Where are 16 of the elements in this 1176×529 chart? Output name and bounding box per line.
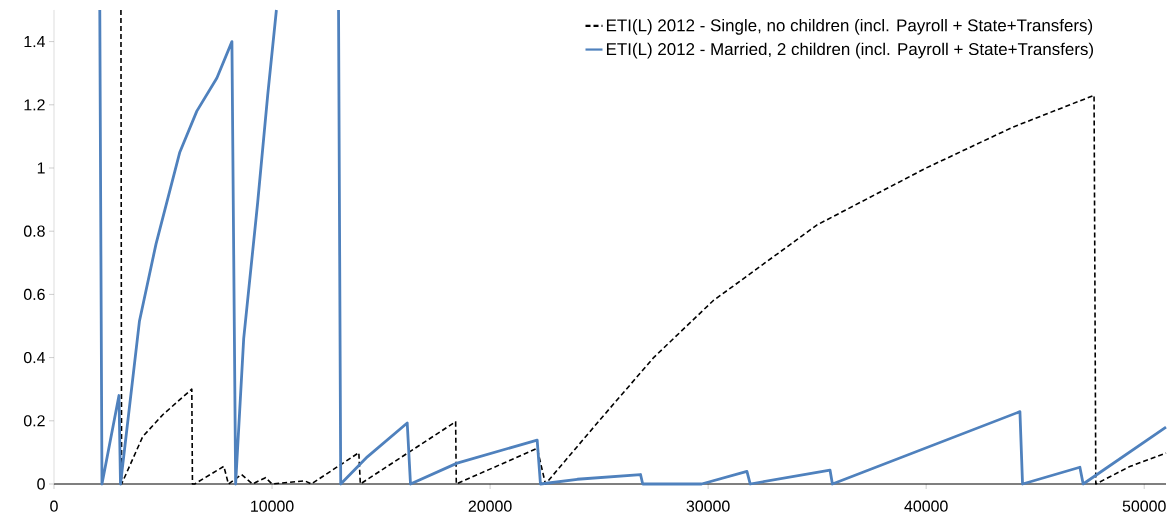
- x-tick-label: 40000: [904, 500, 948, 512]
- x-tick-label: 50000: [1122, 500, 1166, 512]
- x-tick-label: 30000: [686, 500, 730, 512]
- y-tick-label: 0.6: [23, 288, 45, 301]
- y-tick-label: 0.4: [23, 351, 46, 364]
- legend-label: ETI(L) 2012 - Married, 2 children (incl. Payroll + State+Transfers): [606, 42, 1094, 59]
- y-tick-label: 0: [37, 478, 45, 490]
- y-tick-label: 0.8: [23, 225, 45, 237]
- y-tick-label: 0.2: [23, 415, 45, 427]
- legend-label: ETI(L) 2012 - Single, no children (incl. Payroll + State+Transfers): [606, 18, 1093, 35]
- x-tick-label: 0: [50, 500, 58, 512]
- y-tick-label: 1: [37, 162, 45, 174]
- x-tick-label: 10000: [251, 500, 294, 512]
- y-tick-label: 1.2: [24, 99, 45, 111]
- x-tick-label: 20000: [468, 500, 512, 512]
- y-tick-label: 1.4: [24, 36, 46, 48]
